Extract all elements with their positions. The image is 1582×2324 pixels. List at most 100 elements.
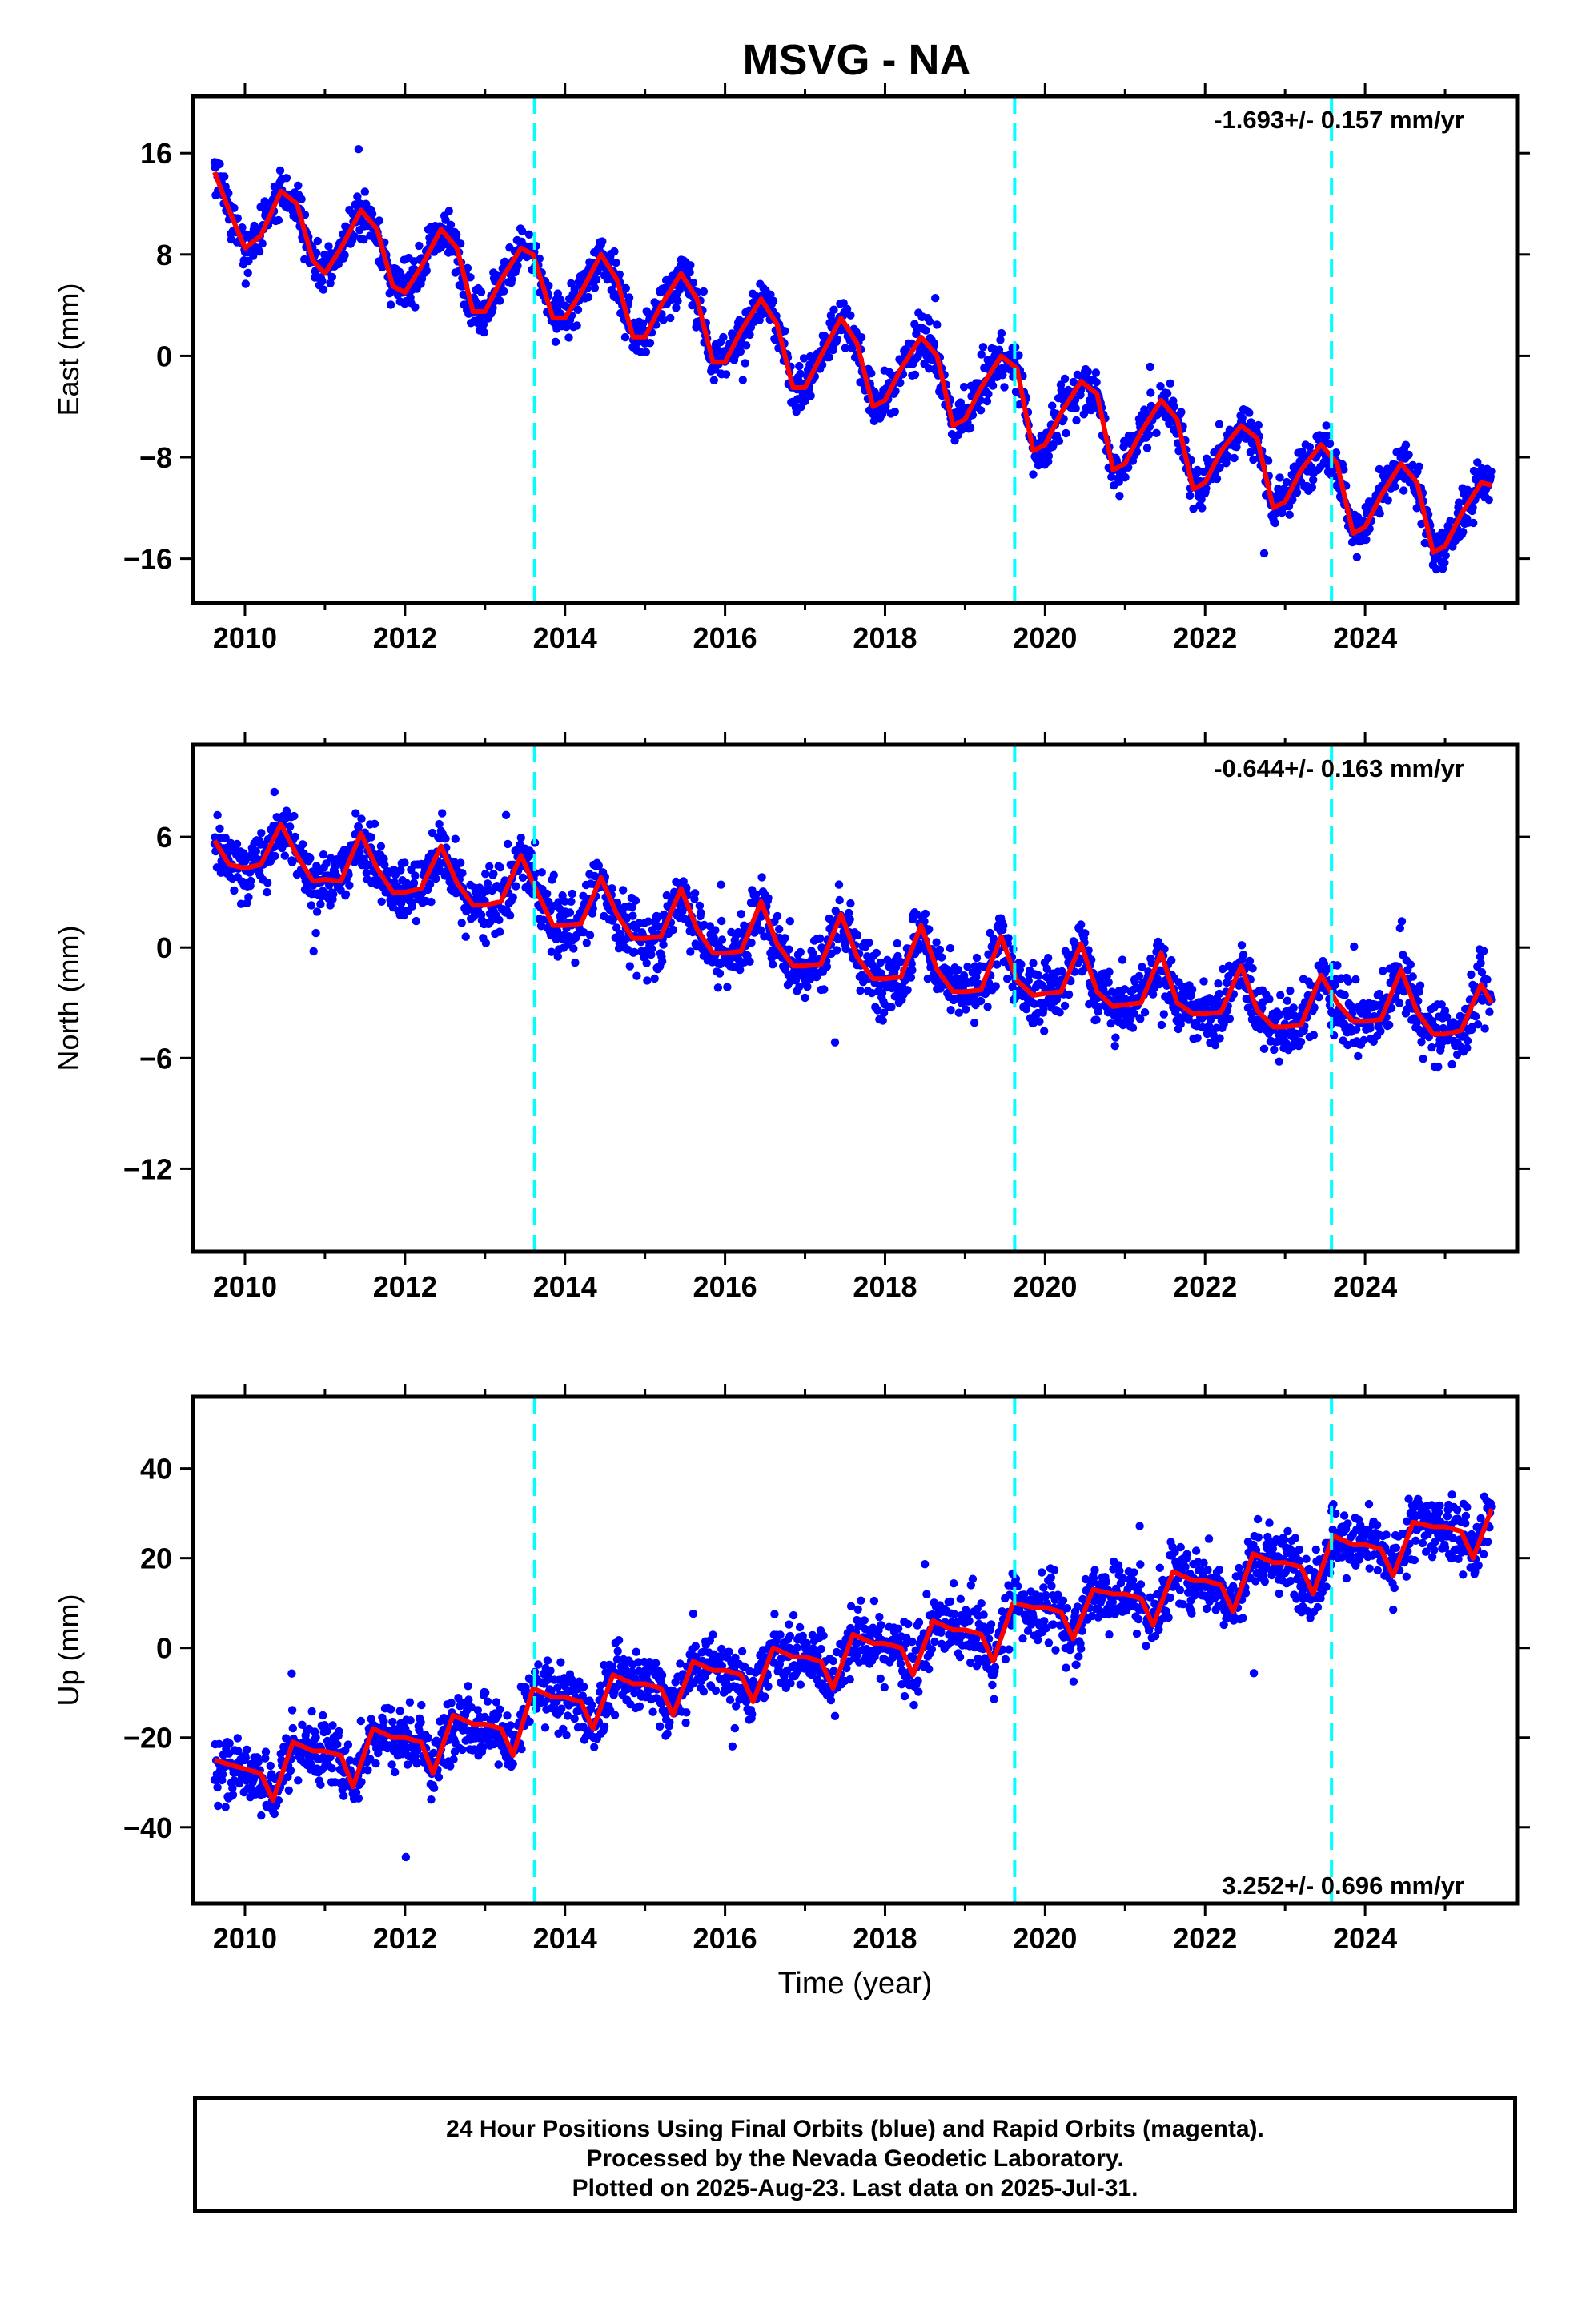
data-point [501,810,511,819]
data-point [1004,934,1013,943]
data-point [769,296,778,305]
data-point [1115,492,1124,501]
data-point [1415,987,1423,996]
data-point [428,828,437,838]
data-point [274,215,283,225]
data-point [218,862,227,870]
data-point [978,343,988,352]
data-point [257,1811,266,1820]
data-point [247,876,255,886]
data-point [937,953,946,962]
data-point [415,1726,424,1735]
data-point [954,1008,963,1017]
data-point [290,811,299,821]
data-point [387,300,396,309]
data-point [1060,1001,1070,1011]
data-point [221,834,230,842]
data-point [270,1809,279,1819]
data-point [567,897,576,907]
data-point [721,370,731,379]
data-point [976,406,986,415]
data-point [1071,404,1080,413]
data-point [263,879,272,887]
data-point [689,278,698,287]
data-point [1069,377,1078,387]
data-point [415,241,424,251]
data-points [210,1490,1496,1862]
data-point [1140,1008,1150,1017]
data-point [775,925,784,934]
data-point [745,330,754,340]
data-point [504,839,512,849]
data-point [306,854,315,862]
x-tick-label: 2020 [1013,621,1077,654]
data-point [569,944,578,953]
data-point [963,963,972,971]
x-tick-label: 2016 [693,621,757,654]
data-point [962,1005,970,1014]
data-point [769,960,777,969]
data-point [1415,462,1423,471]
plot-area [210,1490,1496,1862]
data-point [984,950,993,959]
data-point [1282,1039,1291,1048]
data-point [1412,1018,1421,1027]
data-point [1487,467,1496,476]
data-point [294,181,303,190]
data-point [1275,1010,1284,1019]
data-point [215,1739,223,1748]
data-point [1035,1017,1044,1026]
data-point [371,1759,380,1768]
data-point [1062,428,1070,438]
data-point [785,917,794,926]
data-point [343,1740,353,1749]
data-point [1448,1018,1458,1027]
data-point [954,965,963,975]
data-point [921,326,930,335]
data-point [280,851,289,860]
data-point [1254,420,1263,430]
axes-frame [191,94,1520,605]
data-point [908,966,917,975]
data-point [438,809,447,818]
data-point [1094,1003,1103,1012]
data-point [1152,428,1161,437]
data-point [554,898,563,907]
data-point [620,332,630,342]
data-point [1271,518,1279,528]
data-point [1477,968,1487,977]
data-point [220,172,229,181]
data-point [452,230,461,239]
data-point [690,889,700,898]
data-point [489,869,498,879]
data-point [1121,472,1130,482]
data-point [1331,448,1341,457]
data-point [446,1762,455,1771]
data-point [1166,379,1174,388]
data-point [286,1766,295,1775]
data-point [998,921,1008,931]
data-point [429,1748,438,1758]
data-point [363,860,373,870]
data-point [972,953,982,963]
data-point [564,333,573,342]
data-point [411,303,420,312]
data-point [319,285,328,294]
data-point [711,926,720,935]
data-point [441,834,450,843]
data-point [396,1707,404,1715]
data-point [450,858,459,866]
data-point [984,389,993,399]
data-point [757,873,766,882]
data-point [956,398,966,407]
data-point [993,960,1002,969]
data-point [363,1766,372,1775]
data-point [925,925,934,934]
data-point [331,1778,339,1787]
data-point [997,328,1006,338]
data-point [456,239,465,248]
data-point [830,1038,840,1047]
data-point [1239,951,1248,959]
data-point [1375,509,1384,518]
data-point [312,907,322,916]
